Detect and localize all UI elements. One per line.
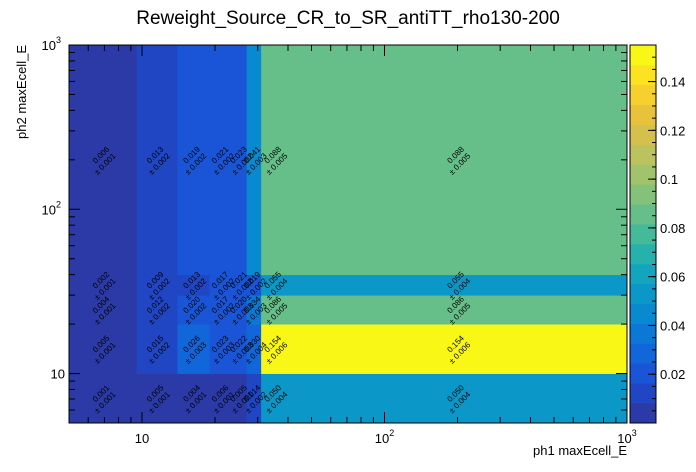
heatmap-cell	[136, 274, 178, 296]
colorbar-tick-label: 0.14	[660, 75, 685, 90]
heatmap-cell	[234, 45, 248, 276]
heatmap-cell	[287, 373, 628, 424]
heatmap-cell	[261, 324, 289, 374]
heatmap-cell	[69, 274, 137, 296]
heatmap-cell	[136, 373, 178, 424]
colorbar-tick-label: 0.12	[660, 123, 685, 138]
colorbar-tick-label: 0.08	[660, 221, 685, 236]
heatmap-cell	[177, 324, 210, 374]
x-tick-label: 103	[617, 428, 636, 446]
heatmap-cell	[69, 45, 137, 276]
heatmap-cell	[136, 324, 178, 374]
colorbar-frame	[629, 44, 657, 424]
colorbar-tick-label: 0.06	[660, 270, 685, 285]
x-tick-label: 10	[135, 431, 149, 446]
colorbar-band	[630, 184, 656, 205]
colorbar-tick-label: 0.02	[660, 367, 685, 382]
heatmap-cell	[69, 295, 137, 325]
colorbar-band	[630, 383, 656, 404]
heatmap-cell	[246, 45, 262, 276]
heatmap-cell	[234, 324, 248, 374]
colorbar-band	[630, 243, 656, 265]
colorbar: 0.02 0.04 0.06 0.08 0.1 0.12 0.14	[629, 44, 685, 424]
heatmap-cell	[261, 274, 289, 296]
heatmap-cell	[177, 274, 210, 296]
colorbar-band	[630, 403, 656, 424]
colorbar-band	[630, 263, 656, 285]
colorbar-band	[630, 303, 656, 324]
heatmap-cell	[246, 295, 262, 325]
colorbar-band	[630, 144, 656, 165]
colorbar-band	[630, 84, 656, 106]
y-axis-label: ph2 maxEcell_E	[14, 45, 29, 139]
heatmap-cell	[177, 373, 210, 424]
heatmap-cell	[69, 373, 137, 424]
heatmap-cell	[246, 324, 262, 374]
heatmap-cell	[209, 274, 235, 296]
heatmap-cell	[136, 295, 178, 325]
heatmap-cell	[234, 274, 248, 296]
heatmap-cell	[287, 324, 628, 374]
x-axis-label: ph1 maxEcell_E	[533, 443, 627, 458]
heatmap-cell	[234, 295, 248, 325]
colorbar-band	[630, 343, 656, 364]
colorbar-band	[630, 124, 656, 145]
heatmap-cell	[209, 45, 235, 276]
heatmap-cell	[287, 274, 628, 296]
colorbar-tick-label: 0.04	[660, 318, 685, 333]
heatmap-cell	[246, 274, 262, 296]
heatmap-cell	[287, 295, 628, 325]
colorbar-band	[630, 64, 656, 86]
axis-ticks: 10 102 103 10 102 103	[42, 35, 637, 446]
heatmap-cell	[287, 45, 628, 276]
heatmap-cells	[69, 45, 628, 424]
colorbar-band	[630, 45, 656, 66]
colorbar-tick-label: 0.1	[660, 172, 678, 187]
colorbar-band	[630, 204, 656, 225]
heatmap-cell	[234, 373, 248, 424]
plot-frame	[68, 44, 628, 424]
heatmap-cell	[177, 295, 210, 325]
colorbar-band	[630, 323, 656, 344]
heatmap-cell	[261, 373, 289, 424]
heatmap-cell	[69, 324, 137, 374]
y-tick-label: 10	[51, 367, 65, 382]
heatmap-cell	[209, 295, 235, 325]
heatmap-cell	[177, 45, 210, 276]
colorbar-band	[630, 363, 656, 384]
heatmap-cell	[209, 324, 235, 374]
heatmap-cell	[209, 373, 235, 424]
heatmap-cell	[261, 45, 289, 276]
heatmap-cell	[136, 45, 178, 276]
colorbar-band	[630, 104, 656, 125]
heatmap-cell	[246, 373, 262, 424]
heatmap-cell	[261, 295, 289, 325]
x-tick-label: 102	[375, 428, 394, 446]
y-tick-label: 103	[42, 35, 61, 53]
colorbar-band	[630, 283, 656, 305]
colorbar-band	[630, 224, 656, 245]
y-tick-label: 102	[42, 199, 61, 217]
chart-title: Reweight_Source_CR_to_SR_antiTT_rho130-2…	[136, 8, 560, 29]
